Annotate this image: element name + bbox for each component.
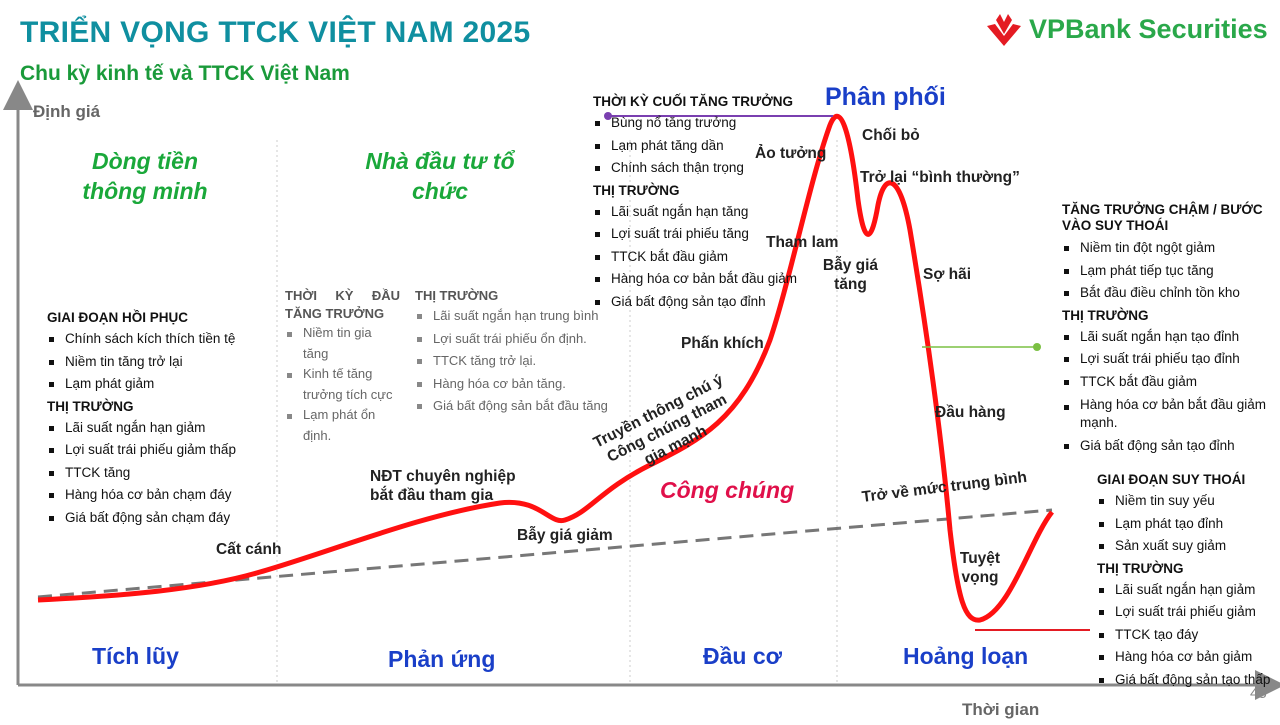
list-item: Niềm tin gia tăng: [285, 323, 400, 364]
label-fear: Sợ hãi: [923, 266, 972, 283]
box-market-title: THỊ TRƯỜNG: [1097, 560, 1184, 576]
slowdown-box: TĂNG TRƯỞNG CHẬM / BƯỚC VÀO SUY THOÁI Ni…: [1062, 202, 1280, 458]
phase-panic: Hoảng loạn: [903, 643, 1029, 669]
list-item: Lợi suất trái phiếu ổn định.: [415, 328, 625, 351]
label-enthusiasm: Phấn khích: [681, 335, 764, 352]
early-market-box: THỊ TRƯỜNG Lãi suất ngắn hạn trung bình L…: [415, 287, 625, 418]
label-return-normal: Trở lại “bình thường”: [860, 169, 1020, 186]
box-title: THỜI KỲ CUỐI TĂNG TRƯỞNG: [593, 94, 793, 109]
late-growth-box: THỜI KỲ CUỐI TĂNG TRƯỞNG Bùng nổ tăng tr…: [593, 91, 813, 313]
box-title: GIAI ĐOẠN SUY THOÁI: [1097, 472, 1246, 487]
list-item: Lạm phát tăng dần: [593, 135, 813, 158]
list-item: Chính sách thận trọng: [593, 157, 813, 180]
list-item: Hàng hóa cơ bản giảm: [1097, 646, 1277, 669]
list-item: Lãi suất ngắn hạn trung bình: [415, 305, 625, 328]
list-item: TTCK bắt đầu giảm: [1062, 371, 1280, 394]
list-item: Bắt đầu điều chỉnh tồn kho: [1062, 282, 1280, 305]
institutional-label: Nhà đầu tư tổ chức: [365, 148, 515, 204]
early-growth-box: THỜI KỲ ĐẦU TĂNG TRƯỞNG Niềm tin gia tăn…: [285, 287, 400, 446]
list-item: Lãi suất ngắn hạn giảm: [47, 417, 267, 440]
recovery-box: GIAI ĐOẠN HỒI PHỤC Chính sách kích thích…: [47, 307, 267, 529]
label-bull-trap: Bẫy giá tăng: [822, 257, 879, 293]
list-item: Giá bất động sản tạo thấp: [1097, 669, 1277, 692]
market-cycle-curve: [37, 113, 1054, 623]
label-greed: Tham lam: [766, 234, 839, 251]
list-item: Niềm tin đột ngột giảm: [1062, 237, 1280, 260]
list-item: Lãi suất ngắn hạn tạo đỉnh: [1062, 326, 1280, 349]
label-denial: Chối bỏ: [862, 127, 920, 144]
label-capitulation: Đầu hàng: [935, 404, 1006, 421]
label-pro-join: NĐT chuyên nghiệp bắt đầu tham gia: [370, 468, 516, 504]
slide-subtitle: Chu kỳ kinh tế và TTCK Việt Nam: [20, 62, 350, 85]
list-item: Giá bất động sản tạo đỉnh: [593, 291, 813, 314]
public-label: Công chúng: [660, 477, 795, 503]
list-item: Lợi suất trái phiếu giảm: [1097, 601, 1277, 624]
label-despair: Tuyệt vọng: [959, 550, 1001, 586]
vpbank-logo: VPBank Securities: [985, 12, 1268, 46]
slide-title: TRIỂN VỌNG TTCK VIỆT NAM 2025: [20, 16, 531, 49]
list-item: Niềm tin suy yếu: [1097, 490, 1277, 513]
y-axis-label: Định giá: [33, 102, 101, 121]
label-illusion: Ảo tưởng: [755, 145, 827, 162]
box-title: THỜI KỲ ĐẦU TĂNG TRƯỞNG: [285, 288, 400, 321]
list-item: Lạm phát giảm: [47, 373, 267, 396]
list-item: Kinh tế tăng trưởng tích cực: [285, 364, 400, 405]
box-market-title: THỊ TRƯỜNG: [47, 398, 134, 414]
list-item: Giá bất động sản tạo đỉnh: [1062, 435, 1280, 458]
box-market-title: THỊ TRƯỜNG: [415, 288, 499, 303]
box-market-title: THỊ TRƯỜNG: [1062, 307, 1149, 323]
list-item: Hàng hóa cơ bản bắt đầu giảm mạnh.: [1062, 396, 1280, 432]
list-item: Chính sách kích thích tiền tệ: [47, 328, 267, 351]
list-item: Niềm tin tăng trở lại: [47, 351, 267, 374]
trend-line: [37, 508, 1053, 599]
list-item: TTCK bắt đầu giảm: [593, 246, 813, 269]
list-item: Hàng hóa cơ bản chạm đáy: [47, 484, 267, 507]
list-item: Hàng hóa cơ bản bắt đầu giảm: [593, 268, 813, 291]
list-item: Sản xuất suy giảm: [1097, 535, 1277, 558]
list-item: Lãi suất ngắn hạn giảm: [1097, 579, 1277, 602]
recession-box: GIAI ĐOẠN SUY THOÁI Niềm tin suy yếu Lạm …: [1097, 469, 1277, 691]
list-item: TTCK tăng trở lại.: [415, 350, 625, 373]
vpbank-flower-icon: [987, 14, 1021, 46]
list-item: Lợi suất trái phiếu tăng: [593, 223, 813, 246]
list-item: Giá bất động sản bắt đầu tăng: [415, 395, 625, 418]
page-number: 45: [1250, 685, 1267, 702]
phase-accumulation: Tích lũy: [92, 643, 179, 669]
phase-speculation: Đầu cơ: [703, 643, 782, 669]
list-item: TTCK tạo đáy: [1097, 624, 1277, 647]
label-takeoff: Cất cánh: [216, 541, 282, 558]
list-item: Bùng nổ tăng trưởng: [593, 112, 813, 135]
list-item: Lạm phát ổn định.: [285, 405, 400, 446]
smart-money-label: Dòng tiền thông minh: [82, 148, 208, 204]
box-title: TĂNG TRƯỞNG CHẬM / BƯỚC VÀO SUY THOÁI: [1062, 202, 1263, 233]
box-market-title: THỊ TRƯỜNG: [593, 182, 680, 198]
list-item: TTCK tăng: [47, 462, 267, 485]
phase-distribution: Phân phối: [825, 83, 946, 111]
x-axis-label: Thời gian: [962, 700, 1040, 719]
box-title: GIAI ĐOẠN HỒI PHỤC: [47, 310, 189, 325]
list-item: Hàng hóa cơ bản tăng.: [415, 373, 625, 396]
phase-markup: Phản ứng: [388, 646, 496, 672]
list-item: Lãi suất ngắn hạn tăng: [593, 201, 813, 224]
list-item: Giá bất động sản chạm đáy: [47, 507, 267, 530]
list-item: Lợi suất trái phiếu giảm thấp: [47, 439, 267, 462]
list-item: Lạm phát tiếp tục tăng: [1062, 260, 1280, 283]
logo-text: VPBank Securities: [1029, 13, 1268, 44]
list-item: Lợi suất trái phiếu tạo đỉnh: [1062, 348, 1280, 371]
list-item: Lạm phát tạo đỉnh: [1097, 513, 1277, 536]
label-bear-trap: Bẫy giá giảm: [517, 527, 613, 544]
